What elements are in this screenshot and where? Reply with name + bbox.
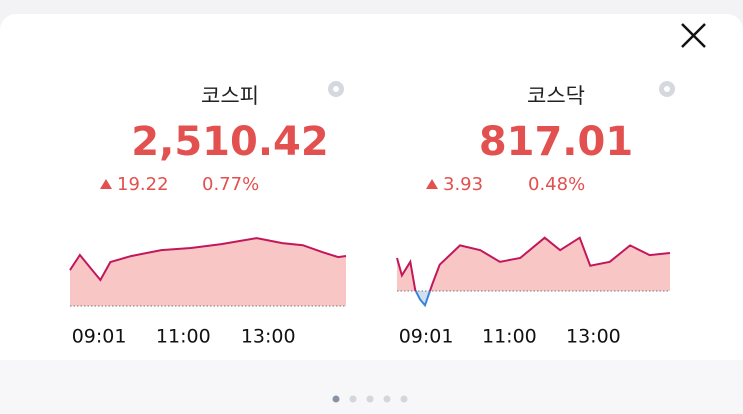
x-tick-label: 13:00 bbox=[241, 326, 296, 348]
settings-icon[interactable] bbox=[659, 81, 675, 97]
index-name: 코스피 bbox=[201, 84, 259, 108]
x-tick-label: 09:01 bbox=[399, 326, 454, 348]
index-price: 817.01 bbox=[479, 119, 633, 165]
page-dot[interactable] bbox=[366, 395, 374, 403]
x-tick-label: 09:01 bbox=[72, 326, 127, 348]
up-arrow bbox=[426, 179, 438, 189]
page-dot[interactable] bbox=[349, 395, 357, 403]
change-value: 3.93 bbox=[443, 174, 483, 195]
panel bbox=[0, 14, 743, 414]
page-dot[interactable] bbox=[400, 395, 408, 403]
price-line-below-base bbox=[414, 291, 431, 308]
area-up bbox=[397, 237, 670, 292]
pagination bbox=[332, 395, 408, 403]
change-value: 19.22 bbox=[117, 174, 169, 195]
close-button[interactable] bbox=[681, 23, 706, 48]
price-line bbox=[396, 236, 671, 292]
x-tick-label: 13:00 bbox=[566, 326, 621, 348]
change-percent: 0.48% bbox=[528, 174, 585, 195]
x-tick-label: 11:00 bbox=[482, 326, 537, 348]
change-percent: 0.77% bbox=[202, 174, 259, 195]
footer bbox=[0, 360, 743, 414]
up-arrow bbox=[100, 179, 112, 189]
settings-icon[interactable] bbox=[328, 81, 344, 97]
page-dot-active[interactable] bbox=[332, 395, 340, 403]
index-price: 2,510.42 bbox=[131, 119, 328, 165]
index-name: 코스닥 bbox=[527, 84, 585, 108]
price-line bbox=[69, 237, 347, 282]
x-tick-label: 11:00 bbox=[156, 326, 211, 348]
page-dot[interactable] bbox=[383, 395, 391, 403]
